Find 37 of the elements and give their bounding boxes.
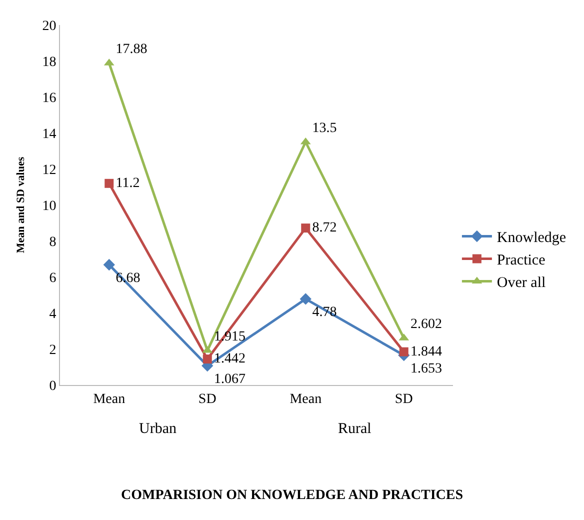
point [103, 258, 115, 271]
y-tick-label: 20 [42, 18, 56, 34]
y-tick-label: 12 [42, 162, 56, 178]
text: Urban [139, 421, 177, 437]
y-tick-label: 14 [42, 126, 56, 142]
point [301, 224, 310, 233]
y-tick-label: 4 [49, 306, 56, 322]
text: COMPARISION ON KNOWLEDGE AND PRACTICES [121, 488, 464, 504]
y-tick-label: 10 [42, 198, 56, 214]
point [202, 354, 212, 364]
data-label: 13.5 [312, 120, 337, 136]
y-tick-label: 18 [42, 54, 56, 70]
data-label: 8.72 [312, 220, 337, 236]
point [399, 347, 408, 356]
y-tick-label: 8 [49, 234, 56, 250]
data-label: 1.653 [410, 361, 442, 376]
point [300, 293, 312, 305]
legend-label: Over all [496, 275, 546, 292]
y-axis-title: Mean and SD values [14, 156, 27, 254]
x-tick-label: SD [198, 392, 216, 407]
data-label: 2.602 [410, 317, 442, 332]
text: Rural [338, 421, 372, 437]
data-label: 1.067 [214, 372, 246, 387]
x-tick-label: Mean [290, 392, 322, 407]
x-tick-label: SD [394, 392, 413, 407]
data-label: 1.844 [410, 344, 442, 360]
data-label: 1.442 [214, 352, 246, 367]
y-tick-label: 16 [42, 90, 56, 106]
data-label: 17.88 [116, 42, 148, 58]
legend-label: Practice [496, 252, 546, 269]
x-tick-label: Mean [93, 392, 126, 407]
y-tick-label: 6 [49, 270, 56, 286]
legend-label: Knowledge [496, 230, 566, 246]
point [104, 178, 114, 188]
y-tick-label: 0 [49, 378, 56, 394]
data-label: 11.2 [116, 176, 140, 191]
y-tick-label: 2 [49, 342, 56, 358]
